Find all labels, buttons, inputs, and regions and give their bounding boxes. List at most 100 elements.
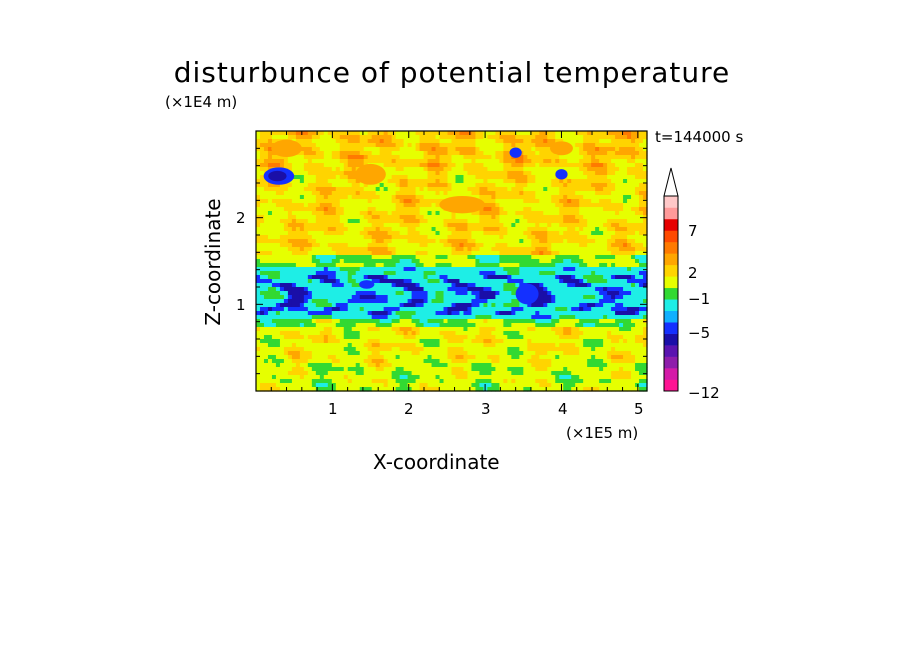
heatmap-cell — [419, 175, 425, 180]
heatmap-cell — [523, 175, 528, 180]
heatmap-cell — [411, 243, 417, 248]
heatmap-cell — [479, 187, 485, 192]
heatmap-cell — [539, 287, 544, 292]
heatmap-cell — [527, 231, 532, 236]
heatmap-cell — [607, 151, 612, 156]
heatmap-cell — [327, 235, 333, 240]
heatmap-cell — [367, 215, 373, 220]
heatmap-cell — [455, 231, 461, 236]
heatmap-cell — [455, 251, 461, 256]
heatmap-cell — [403, 175, 409, 180]
heatmap-cell — [491, 327, 496, 332]
heatmap-cell — [403, 151, 409, 156]
heatmap-cell — [419, 267, 425, 272]
heatmap-cell — [295, 231, 301, 236]
heatmap-cell — [483, 275, 489, 280]
heatmap-cell — [295, 251, 301, 256]
heatmap-cell — [391, 323, 397, 328]
heatmap-cell — [403, 271, 409, 276]
heatmap-cell — [343, 151, 349, 156]
heatmap-cell — [351, 243, 357, 248]
heatmap-cell — [515, 231, 520, 236]
heatmap-cell — [359, 159, 365, 164]
heatmap-cell — [551, 131, 556, 136]
heatmap-cell — [507, 327, 512, 332]
heatmap-cell — [499, 231, 504, 236]
heatmap-cell — [571, 151, 576, 156]
heatmap-cell — [487, 287, 492, 292]
heatmap-cell — [443, 163, 449, 168]
heatmap-cell — [595, 327, 600, 332]
heatmap-cell — [527, 247, 532, 252]
heatmap-cell — [563, 303, 568, 308]
heatmap-cell — [619, 171, 624, 176]
heatmap-cell — [299, 291, 305, 296]
heatmap-cell — [351, 247, 357, 252]
heatmap-cell — [487, 227, 492, 232]
heatmap-cell — [315, 199, 321, 204]
heatmap-cell — [267, 271, 273, 276]
heatmap-cell — [607, 175, 612, 180]
heatmap-cell — [619, 271, 624, 276]
heatmap-cell — [263, 259, 269, 264]
heatmap-cell — [299, 271, 305, 276]
heatmap-cell — [559, 283, 564, 288]
heatmap-cell — [415, 179, 421, 184]
heatmap-cell — [271, 247, 277, 252]
heatmap-cell — [595, 191, 600, 196]
heatmap-cell — [439, 207, 445, 212]
heatmap-cell — [311, 267, 317, 272]
heatmap-cell — [643, 211, 648, 216]
heatmap-cell — [583, 159, 588, 164]
heatmap-cell — [567, 271, 572, 276]
heatmap-cell — [423, 267, 429, 272]
heatmap-cell — [447, 167, 453, 172]
heatmap-cell — [571, 319, 576, 324]
heatmap-cell — [363, 303, 369, 308]
heatmap-cell — [395, 303, 401, 308]
heatmap-cell — [263, 311, 269, 316]
heatmap-cell — [351, 323, 357, 328]
heatmap-cell — [615, 267, 620, 272]
heatmap-cell — [495, 139, 500, 144]
heatmap-cell — [503, 287, 508, 292]
heatmap-cell — [383, 279, 389, 284]
heatmap-cell — [327, 239, 333, 244]
heatmap-cell — [603, 147, 608, 152]
heatmap-cell — [271, 187, 277, 192]
heatmap-cell — [567, 295, 572, 300]
heatmap-cell — [303, 291, 309, 296]
heatmap-cell — [555, 155, 560, 160]
heatmap-cell — [603, 295, 608, 300]
y-tick-label: 1 — [236, 296, 246, 314]
heatmap-cell — [587, 135, 592, 140]
heatmap-cell — [615, 259, 620, 264]
heatmap-cell — [455, 211, 461, 216]
heatmap-cell — [635, 295, 640, 300]
heatmap-cell — [611, 303, 616, 308]
heatmap-cell — [379, 247, 385, 252]
heatmap-cell — [359, 191, 365, 196]
heatmap-cell — [395, 223, 401, 228]
heatmap-cell — [419, 199, 425, 204]
heatmap-cell — [503, 187, 508, 192]
heatmap-cell — [331, 175, 337, 180]
heatmap-cell — [267, 323, 273, 328]
heatmap-cell — [495, 315, 500, 320]
heatmap-cell — [423, 303, 429, 308]
heatmap-cell — [447, 323, 453, 328]
heatmap-cell — [299, 299, 305, 304]
heatmap-cell — [579, 275, 584, 280]
heatmap-cell — [411, 235, 417, 240]
heatmap-cell — [555, 255, 560, 260]
heatmap-cell — [547, 283, 552, 288]
heatmap-cell — [567, 171, 572, 176]
heatmap-cell — [307, 231, 313, 236]
heatmap-cell — [535, 135, 540, 140]
heatmap-cell — [339, 211, 345, 216]
heatmap-cell — [371, 263, 377, 268]
heatmap-cell — [619, 247, 624, 252]
heatmap-cell — [367, 147, 373, 152]
heatmap-cell — [295, 315, 301, 320]
heatmap-cell — [447, 303, 453, 308]
